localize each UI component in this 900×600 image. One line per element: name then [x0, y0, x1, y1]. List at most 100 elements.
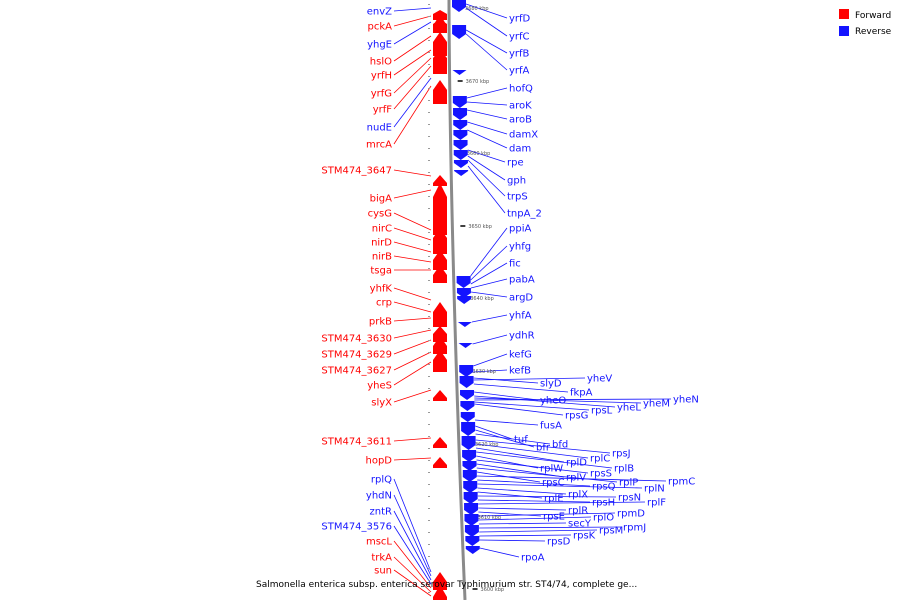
forward-gene-arrow[interactable]: [433, 437, 447, 448]
gene-label-rpmd[interactable]: rpmD: [617, 509, 645, 520]
gene-label-rplo[interactable]: rplO: [593, 513, 614, 524]
gene-label-hslo[interactable]: hslO: [370, 57, 392, 68]
gene-label-ppia[interactable]: ppiA: [509, 224, 531, 235]
gene-label-yhfk[interactable]: yhfK: [370, 284, 393, 295]
reverse-gene-arrow[interactable]: [463, 481, 478, 493]
gene-label-rpsd[interactable]: rpsD: [547, 537, 571, 548]
gene-label-stm474-3630[interactable]: STM474_3630: [321, 334, 392, 345]
gene-label-rplc[interactable]: rplC: [590, 454, 610, 465]
reverse-gene-arrow[interactable]: [453, 108, 468, 120]
gene-label-cysg[interactable]: cysG: [368, 209, 392, 220]
reverse-gene-arrow[interactable]: [453, 120, 468, 130]
gene-label-rplv[interactable]: rplV: [566, 473, 586, 484]
gene-label-arok[interactable]: aroK: [509, 101, 532, 112]
forward-gene-arrow[interactable]: [433, 80, 447, 104]
gene-label-nird[interactable]: nirD: [371, 238, 392, 249]
forward-gene-arrow[interactable]: [433, 336, 447, 354]
gene-label-mscl[interactable]: mscL: [366, 537, 392, 548]
gene-label-fusa[interactable]: fusA: [540, 421, 562, 432]
gene-label-stm474-3627[interactable]: STM474_3627: [321, 366, 392, 377]
gene-label-yhfg[interactable]: yhfg: [509, 242, 531, 253]
gene-label-argd[interactable]: argD: [509, 293, 533, 304]
gene-label-hopd[interactable]: hopD: [365, 456, 392, 467]
gene-label-slyx[interactable]: slyX: [371, 398, 392, 409]
reverse-gene-arrow[interactable]: [452, 70, 467, 75]
reverse-gene-arrow[interactable]: [459, 376, 474, 388]
gene-label-rpsn[interactable]: rpsN: [618, 493, 641, 504]
gene-label-envz[interactable]: envZ: [367, 7, 392, 18]
gene-label-trps[interactable]: trpS: [507, 192, 528, 203]
gene-label-stm474-3576[interactable]: STM474_3576: [321, 522, 392, 533]
reverse-gene-arrow[interactable]: [462, 461, 477, 471]
gene-label-kefg[interactable]: kefG: [509, 350, 532, 361]
forward-gene-arrow[interactable]: [433, 326, 447, 342]
gene-label-rpmc[interactable]: rpmC: [668, 477, 695, 488]
gene-label-yrfg[interactable]: yrfG: [371, 89, 392, 100]
gene-label-rpsq[interactable]: rpsQ: [592, 482, 616, 493]
forward-gene-arrow[interactable]: [433, 572, 447, 590]
forward-gene-arrow[interactable]: [433, 175, 447, 186]
gene-label-rplx[interactable]: rplX: [568, 490, 588, 501]
gene-label-prkb[interactable]: prkB: [369, 317, 392, 328]
reverse-gene-arrow[interactable]: [456, 288, 471, 298]
reverse-gene-arrow[interactable]: [454, 170, 469, 176]
gene-label-nude[interactable]: nudE: [367, 123, 392, 134]
gene-label-rplb[interactable]: rplB: [614, 464, 634, 475]
reverse-gene-arrow[interactable]: [465, 536, 480, 546]
forward-gene-arrow[interactable]: [433, 316, 447, 327]
reverse-gene-arrow[interactable]: [463, 492, 478, 504]
gene-label-pcka[interactable]: pckA: [368, 22, 393, 33]
gene-label-slyd[interactable]: slyD: [540, 379, 562, 390]
gene-label-yhem[interactable]: yheM: [643, 399, 670, 410]
reverse-gene-arrow[interactable]: [462, 470, 477, 482]
gene-label-fic[interactable]: fic: [509, 259, 521, 270]
gene-label-tuf[interactable]: tuf: [514, 435, 528, 446]
gene-label-biga[interactable]: bigA: [370, 194, 392, 205]
reverse-gene-arrow[interactable]: [460, 390, 475, 400]
gene-label-secy[interactable]: secY: [568, 519, 592, 530]
reverse-gene-arrow[interactable]: [464, 503, 479, 515]
forward-gene-arrow[interactable]: [433, 238, 447, 254]
gene-label-trka[interactable]: trkA: [371, 553, 392, 564]
gene-label-rpe[interactable]: rpe: [507, 158, 524, 169]
gene-label-yhfa[interactable]: yhfA: [509, 311, 532, 322]
gene-label-rplp[interactable]: rplP: [619, 478, 638, 489]
reverse-gene-arrow[interactable]: [461, 436, 476, 450]
reverse-gene-arrow[interactable]: [460, 401, 475, 411]
gene-label-damx[interactable]: damX: [509, 130, 538, 141]
gene-label-rpsj[interactable]: rpsJ: [612, 449, 631, 460]
forward-gene-arrow[interactable]: [433, 183, 447, 235]
gene-label-yhge[interactable]: yhgE: [367, 40, 392, 51]
gene-label-yhdn[interactable]: yhdN: [366, 491, 392, 502]
reverse-gene-arrow[interactable]: [461, 422, 476, 436]
reverse-gene-arrow[interactable]: [459, 365, 474, 377]
gene-label-fkpa[interactable]: fkpA: [570, 388, 593, 399]
reverse-gene-arrow[interactable]: [457, 296, 472, 304]
gene-label-stm474-3647[interactable]: STM474_3647: [321, 166, 392, 177]
gene-label-rpld[interactable]: rplD: [566, 458, 587, 469]
gene-label-nirc[interactable]: nirC: [372, 224, 392, 235]
gene-label-rpsc[interactable]: rpsC: [542, 478, 565, 489]
gene-label-sun[interactable]: sun: [374, 566, 392, 577]
gene-label-yrfa[interactable]: yrfA: [509, 66, 530, 77]
gene-label-bfr[interactable]: bfr: [536, 443, 551, 454]
gene-label-rpsk[interactable]: rpsK: [573, 531, 596, 542]
gene-label-hofq[interactable]: hofQ: [509, 84, 533, 95]
gene-label-rpsl[interactable]: rpsL: [591, 406, 613, 417]
gene-label-yhes[interactable]: yheS: [367, 381, 392, 392]
gene-label-arob[interactable]: aroB: [509, 115, 532, 126]
gene-label-rplr[interactable]: rplR: [568, 506, 588, 517]
reverse-gene-arrow[interactable]: [464, 525, 479, 537]
reverse-gene-arrow[interactable]: [453, 150, 468, 160]
gene-label-rplq[interactable]: rplQ: [371, 475, 392, 486]
reverse-gene-arrow[interactable]: [452, 96, 467, 108]
reverse-gene-arrow[interactable]: [453, 130, 468, 140]
gene-label-rplf[interactable]: rplF: [647, 498, 666, 509]
gene-label-dam[interactable]: dam: [509, 144, 531, 155]
forward-gene-arrow[interactable]: [433, 19, 447, 28]
gene-label-yrfb[interactable]: yrfB: [509, 49, 530, 60]
gene-label-kefb[interactable]: kefB: [509, 366, 531, 377]
gene-label-rpmj[interactable]: rpmJ: [623, 523, 646, 534]
gene-label-yrff[interactable]: yrfF: [373, 105, 393, 116]
forward-gene-arrow[interactable]: [433, 390, 447, 401]
